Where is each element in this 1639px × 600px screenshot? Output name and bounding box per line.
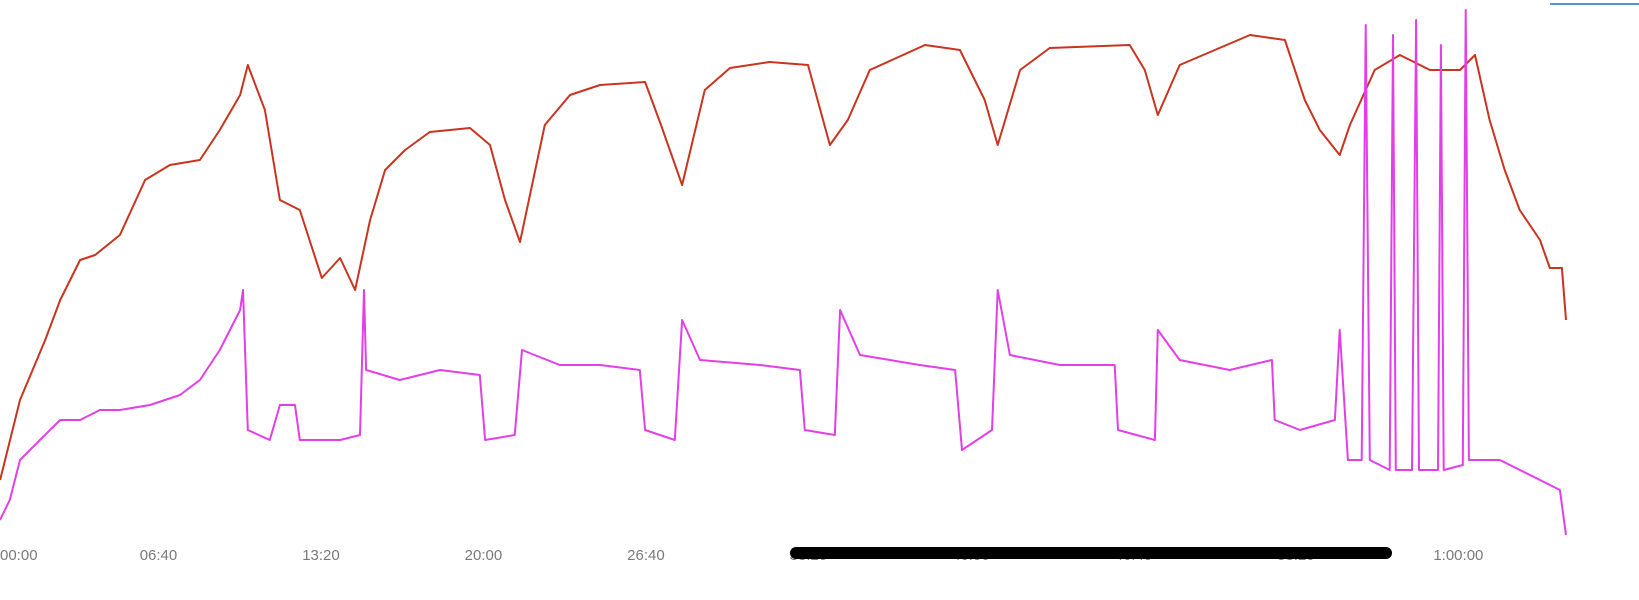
plot: 00:0006:4013:2020:0026:4033:2040:0046:40… [0,9,1567,564]
x-tick-label: 00:00 [0,547,38,564]
x-tick-label: 06:40 [140,547,178,564]
x-tick-label: 1:00:00 [1433,547,1483,564]
x-tick-label: 20:00 [465,547,503,564]
series-line [0,34,1567,481]
x-tick-label: 13:20 [302,547,340,564]
x-tick-label: 26:40 [627,547,665,564]
series-line [0,9,1567,536]
home-indicator [790,547,1392,559]
